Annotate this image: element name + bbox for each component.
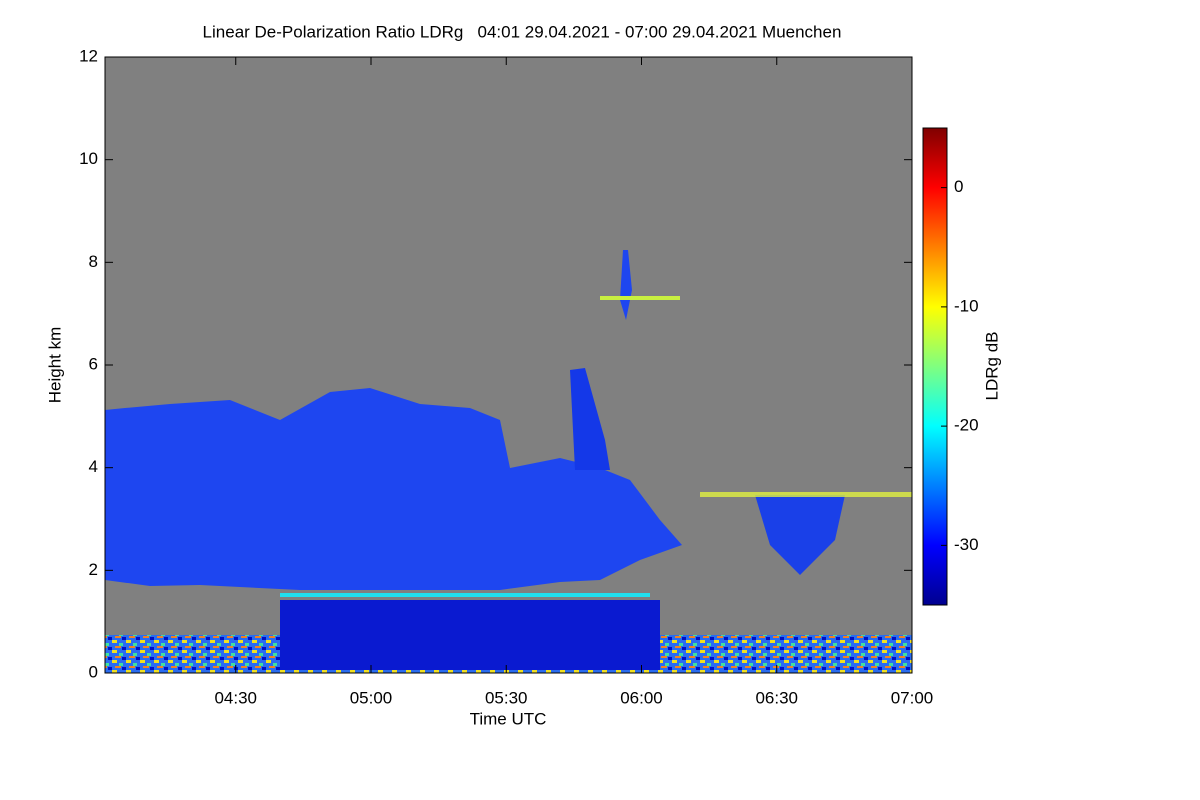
y-tick-label: 10 bbox=[79, 149, 98, 168]
colorbar-tick-label: -30 bbox=[954, 535, 979, 554]
chart-title: Linear De-Polarization Ratio LDRg 04:01 … bbox=[203, 22, 842, 41]
y-tick-label: 6 bbox=[89, 354, 98, 373]
colorbar-tick-label: -20 bbox=[954, 416, 979, 435]
y-tick-label: 12 bbox=[79, 46, 98, 65]
low-cloud bbox=[280, 600, 660, 670]
upper-plume bbox=[620, 250, 632, 320]
y-axis-label: Height km bbox=[45, 327, 64, 404]
x-tick-label: 05:30 bbox=[485, 688, 528, 707]
y-tick-label: 0 bbox=[89, 662, 98, 681]
upper-layer bbox=[700, 492, 912, 497]
high-layer bbox=[600, 296, 680, 300]
x-axis-label: Time UTC bbox=[470, 709, 547, 728]
colorbar bbox=[922, 127, 948, 606]
cloud bbox=[105, 388, 682, 590]
colorbar-tick-label: -10 bbox=[954, 296, 979, 315]
x-tick-label: 04:30 bbox=[214, 688, 257, 707]
y-tick-label: 2 bbox=[89, 560, 98, 579]
plume bbox=[570, 368, 610, 470]
feather-cloud bbox=[755, 495, 845, 575]
y-tick-label: 4 bbox=[89, 457, 98, 476]
colorbar-tick-label: 0 bbox=[954, 177, 963, 196]
ldr-field bbox=[105, 250, 912, 673]
x-tick-label: 06:30 bbox=[755, 688, 798, 707]
y-tick-label: 8 bbox=[89, 252, 98, 271]
colorbar-label: LDRg dB bbox=[982, 332, 1001, 401]
x-tick-label: 05:00 bbox=[350, 688, 393, 707]
cyan-layer bbox=[280, 593, 650, 597]
x-tick-label: 06:00 bbox=[620, 688, 663, 707]
x-tick-label: 07:00 bbox=[891, 688, 934, 707]
